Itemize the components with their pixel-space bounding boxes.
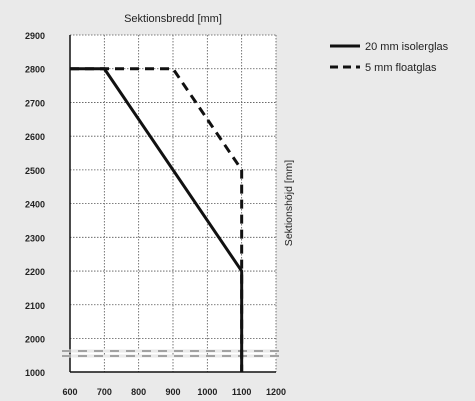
series-lines xyxy=(70,67,244,372)
x-tick-label: 700 xyxy=(97,387,112,397)
y-tick-label: 2900 xyxy=(25,31,45,41)
y-tick-label: 2300 xyxy=(25,233,45,243)
axis-break-marks xyxy=(62,349,280,358)
y-tick-label: 2200 xyxy=(25,267,45,277)
series-line-2 xyxy=(70,67,244,372)
y-tick-label: 1000 xyxy=(25,368,45,378)
legend: 20 mm isolerglas 5 mm floatglas xyxy=(330,41,449,74)
y-axis-label: Sektionshöjd [mm] xyxy=(283,160,295,246)
y-tick-label: 2800 xyxy=(25,65,45,75)
x-axis-label: Sektionsbredd [mm] xyxy=(124,13,222,25)
y-tick-label: 2600 xyxy=(25,132,45,142)
tick-labels: 1000 2000 2100 2200 2300 2400 2500 2600 2700 2800… xyxy=(25,31,286,397)
x-tick-label: 1000 xyxy=(197,387,217,397)
x-tick-label: 1100 xyxy=(232,387,252,397)
y-tick-label: 2700 xyxy=(25,98,45,108)
x-tick-label: 800 xyxy=(131,387,146,397)
y-tick-label: 2000 xyxy=(25,335,45,345)
x-tick-label: 600 xyxy=(62,387,77,397)
x-tick-label: 1200 xyxy=(266,387,286,397)
legend-label-series-1: 20 mm isolerglas xyxy=(365,41,449,53)
axis-break-gap xyxy=(62,354,280,358)
y-tick-label: 2400 xyxy=(25,200,45,210)
axis-break-gap xyxy=(62,349,280,353)
legend-label-series-2: 5 mm floatglas xyxy=(365,62,437,74)
y-tick-label: 2500 xyxy=(25,166,45,176)
x-tick-label: 900 xyxy=(165,387,180,397)
y-tick-label: 2100 xyxy=(25,301,45,311)
